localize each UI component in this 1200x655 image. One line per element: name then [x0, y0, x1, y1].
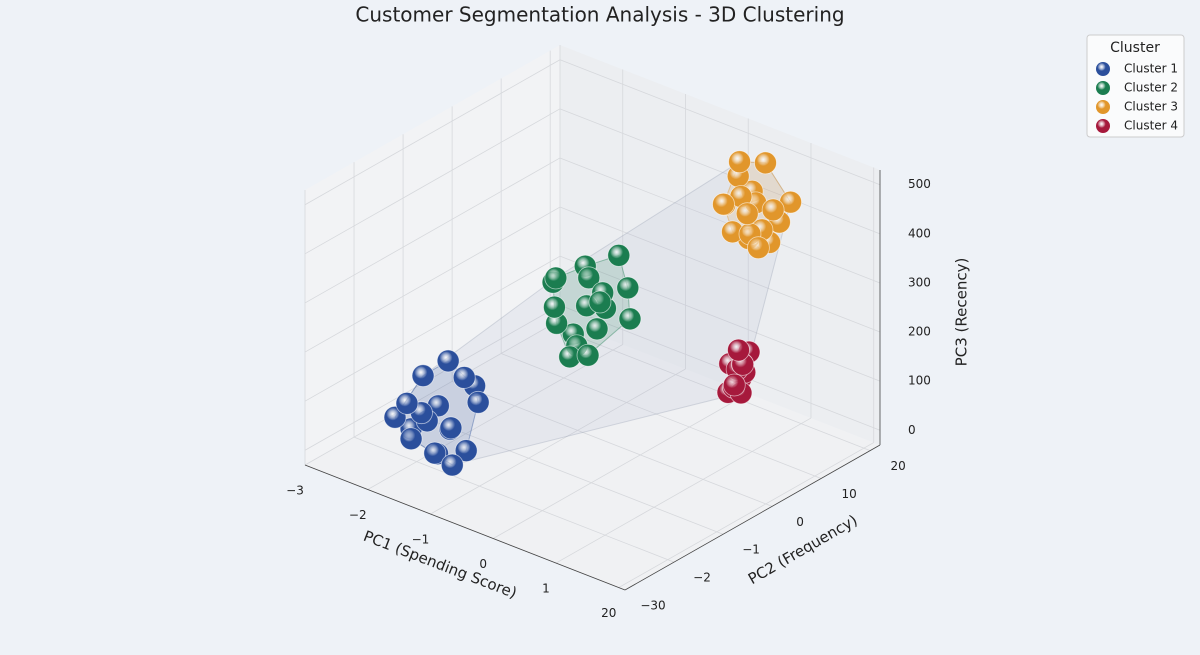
legend-label: Cluster 1: [1124, 62, 1178, 76]
x-tick-label: −1: [412, 533, 430, 547]
data-point: [454, 439, 478, 463]
chart-title: Customer Segmentation Analysis - 3D Clus…: [355, 3, 844, 27]
data-point: [728, 150, 751, 174]
data-point: [466, 390, 490, 414]
legend-label: Cluster 3: [1124, 100, 1178, 114]
x-tick-label: 0: [479, 557, 487, 571]
y-tick-label: 0: [796, 515, 804, 529]
data-point: [747, 236, 770, 260]
grid-line: [304, 206, 561, 353]
grid-line: [559, 206, 881, 333]
legend-title: Cluster: [1110, 40, 1160, 56]
y-tick-label: 20: [891, 459, 906, 473]
legend-box: [1086, 34, 1185, 138]
y-tick-label: −2: [693, 571, 711, 585]
grid-line: [451, 380, 773, 507]
data-point: [754, 151, 777, 175]
data-point: [712, 192, 735, 216]
grid-line: [618, 442, 874, 588]
z-tick-label: 400: [908, 226, 931, 240]
grid-line: [559, 157, 881, 284]
grid-line: [304, 255, 561, 402]
pane-left: [305, 45, 560, 465]
z-tick-label: 0: [908, 423, 916, 437]
legend-label: Cluster 4: [1124, 119, 1178, 133]
x-tick-label: −2: [349, 508, 367, 522]
z-axis-title: PC3 (Recency): [953, 258, 971, 367]
data-point: [722, 373, 746, 397]
x-tick-label: 1: [542, 582, 550, 596]
grid-line: [555, 417, 812, 564]
y-tick-label: 10: [842, 487, 857, 501]
legend-marker: [1096, 81, 1110, 95]
grid-line: [353, 436, 675, 563]
data-point: [423, 441, 447, 465]
data-point: [576, 343, 600, 367]
data-point: [616, 276, 640, 300]
data-point: [727, 338, 750, 362]
axis-line: [304, 464, 626, 591]
data-point: [395, 391, 419, 415]
legend-marker: [1096, 100, 1110, 114]
data-point: [411, 364, 435, 388]
z-tick-label: 200: [908, 325, 931, 339]
z-tick-label: 100: [908, 374, 931, 388]
legend-marker: [1096, 119, 1110, 133]
grid-line: [430, 368, 686, 515]
data-point: [440, 453, 464, 477]
x-tick-label: 20: [601, 606, 616, 620]
legend-marker: [1096, 62, 1110, 76]
data-point: [761, 198, 785, 222]
grid-line: [559, 255, 881, 382]
data-point: [618, 307, 642, 331]
pane-floor: [305, 320, 880, 590]
data-point: [607, 243, 631, 267]
axis-line: [624, 444, 881, 591]
data-point: [735, 202, 759, 226]
data-point: [577, 266, 601, 290]
data-point: [436, 349, 460, 373]
data-point: [543, 295, 566, 319]
data-point: [452, 366, 476, 389]
data-point: [439, 416, 463, 440]
data-point: [588, 290, 612, 314]
z-tick-label: 300: [908, 275, 931, 289]
legend-label: Cluster 2: [1124, 81, 1178, 95]
y-tick-label: −1: [742, 543, 760, 557]
grid-line: [559, 108, 881, 235]
data-point: [585, 317, 609, 341]
grid-line: [493, 393, 749, 539]
x-tick-label: −3: [286, 484, 304, 498]
grid-line: [304, 319, 561, 466]
grid-line: [559, 59, 881, 186]
y-tick-label: −30: [640, 599, 665, 613]
grid-line: [550, 325, 871, 451]
data-point: [399, 427, 423, 451]
grid-line: [304, 59, 561, 206]
grid-line: [304, 157, 561, 304]
grid-line: [501, 353, 822, 479]
pane-back: [560, 45, 880, 445]
grid-line: [304, 108, 561, 255]
data-point: [544, 266, 568, 290]
grid-line: [367, 344, 623, 490]
z-tick-label: 500: [908, 177, 931, 191]
